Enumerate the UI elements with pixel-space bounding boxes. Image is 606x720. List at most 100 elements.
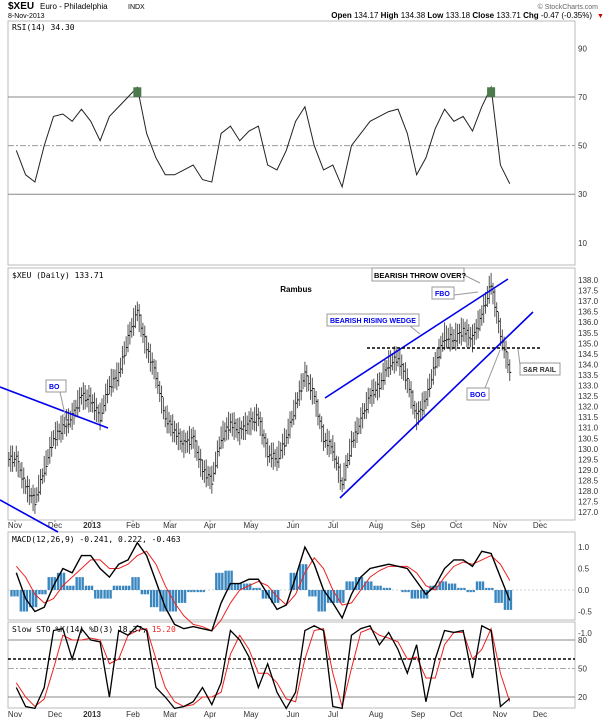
price-bar bbox=[94, 392, 97, 421]
price-bar bbox=[168, 411, 171, 434]
price-bar bbox=[174, 420, 177, 443]
macd-histogram-bar bbox=[109, 590, 112, 599]
price-bar bbox=[153, 358, 156, 380]
price-bar bbox=[112, 369, 115, 393]
price-bar bbox=[358, 418, 361, 434]
price-bar bbox=[261, 417, 264, 445]
price-bar bbox=[453, 329, 456, 349]
macd-histogram-bar bbox=[345, 581, 348, 590]
macd-histogram-bar bbox=[342, 590, 345, 603]
price-bar bbox=[241, 420, 244, 440]
price-bar bbox=[416, 402, 419, 431]
price-bar bbox=[58, 423, 61, 441]
price-bar bbox=[423, 391, 426, 416]
macd-histogram-bar bbox=[38, 590, 41, 595]
price-bar bbox=[71, 402, 74, 431]
macd-panel bbox=[7, 531, 576, 621]
macd-histogram-bar bbox=[75, 577, 78, 590]
price-tick-label: 130.5 bbox=[578, 434, 599, 443]
price-bar bbox=[436, 348, 439, 369]
price-bar bbox=[148, 342, 151, 363]
price-bar bbox=[507, 352, 510, 374]
macd-histogram-bar bbox=[66, 585, 69, 590]
macd-histogram-bar bbox=[469, 590, 472, 593]
macd-histogram-bar bbox=[159, 590, 162, 612]
price-bar bbox=[80, 387, 83, 405]
sto-x-tick: Aug bbox=[369, 710, 383, 719]
price-bar bbox=[248, 411, 251, 435]
macd-histogram-bar bbox=[140, 590, 144, 595]
macd-histogram-bar bbox=[261, 590, 265, 599]
sto-x-tick: Nov bbox=[8, 710, 22, 719]
price-bar bbox=[133, 307, 136, 336]
price-bar bbox=[477, 310, 480, 339]
price-tick-label: 133.0 bbox=[578, 382, 599, 391]
price-bar bbox=[384, 359, 387, 385]
price-bar bbox=[26, 475, 29, 503]
price-bar bbox=[442, 332, 445, 352]
price-bar bbox=[457, 323, 460, 347]
macd-histogram-bar bbox=[84, 585, 88, 590]
macd-histogram-bar bbox=[509, 590, 513, 610]
macd-histogram-bar bbox=[360, 577, 364, 590]
macd-histogram-bar bbox=[183, 590, 187, 603]
price-bar bbox=[49, 436, 52, 464]
price-x-tick: Nov bbox=[493, 521, 507, 530]
macd-tick-label: -0.5 bbox=[578, 608, 592, 617]
macd-histogram-bar bbox=[457, 587, 460, 590]
macd-histogram-bar bbox=[125, 585, 128, 590]
macd-histogram-bar bbox=[78, 577, 81, 590]
macd-histogram-bar bbox=[314, 590, 317, 597]
price-bar bbox=[462, 318, 465, 342]
macd-histogram-bar bbox=[466, 590, 469, 593]
macd-histogram-bar bbox=[311, 590, 314, 597]
macd-histogram-bar bbox=[143, 590, 147, 595]
macd-histogram-bar bbox=[289, 572, 292, 590]
price-bar bbox=[496, 302, 499, 324]
price-bar bbox=[30, 487, 33, 504]
macd-histogram-bar bbox=[478, 581, 482, 590]
price-bar bbox=[155, 360, 158, 389]
macd-histogram-bar bbox=[385, 587, 389, 590]
price-bar bbox=[164, 406, 167, 428]
sto-tick-label: 80 bbox=[578, 636, 587, 645]
price-bar bbox=[146, 335, 149, 359]
sto-x-tick: Dec bbox=[533, 710, 547, 719]
macd-histogram-bar bbox=[239, 583, 243, 590]
price-bar bbox=[54, 421, 57, 450]
price-bar bbox=[360, 407, 363, 435]
rsi-tick-label: 50 bbox=[578, 142, 587, 151]
price-bar bbox=[393, 346, 396, 374]
price-tick-label: 131.0 bbox=[578, 424, 599, 433]
sr-rail-label: S&R RAIL bbox=[523, 367, 557, 374]
price-tick-label: 133.5 bbox=[578, 371, 599, 380]
macd-histogram-bar bbox=[81, 577, 84, 590]
price-x-tick: Mar bbox=[163, 521, 177, 530]
price-bar bbox=[82, 382, 85, 410]
price-bar bbox=[121, 345, 124, 374]
price-bar bbox=[73, 400, 76, 425]
macd-histogram-bar bbox=[221, 572, 224, 590]
macd-histogram-bar bbox=[329, 590, 333, 603]
price-bar bbox=[270, 442, 273, 468]
macd-histogram-bar bbox=[41, 590, 44, 595]
price-bar bbox=[455, 322, 458, 351]
sto-x-tick: Apr bbox=[204, 710, 217, 719]
macd-histogram-bar bbox=[106, 590, 109, 599]
macd-histogram-bar bbox=[243, 583, 246, 590]
macd-histogram-bar bbox=[94, 590, 97, 599]
sto-x-tick: May bbox=[243, 710, 258, 719]
annotations: Rambus BO BEARISH RISING WEDGE BEARISH T… bbox=[0, 267, 561, 533]
price-bar bbox=[447, 327, 450, 348]
price-tick-label: 136.5 bbox=[578, 308, 599, 317]
sto-d-line bbox=[15, 626, 511, 709]
price-bar bbox=[179, 428, 182, 450]
wedge-callout bbox=[326, 313, 420, 327]
price-bar bbox=[486, 286, 489, 308]
price-bar bbox=[406, 368, 409, 394]
price-bar bbox=[97, 404, 100, 423]
price-bar bbox=[311, 377, 314, 405]
macd-histogram-bar bbox=[155, 590, 159, 608]
price-bar bbox=[475, 319, 478, 340]
price-bar bbox=[356, 417, 359, 443]
